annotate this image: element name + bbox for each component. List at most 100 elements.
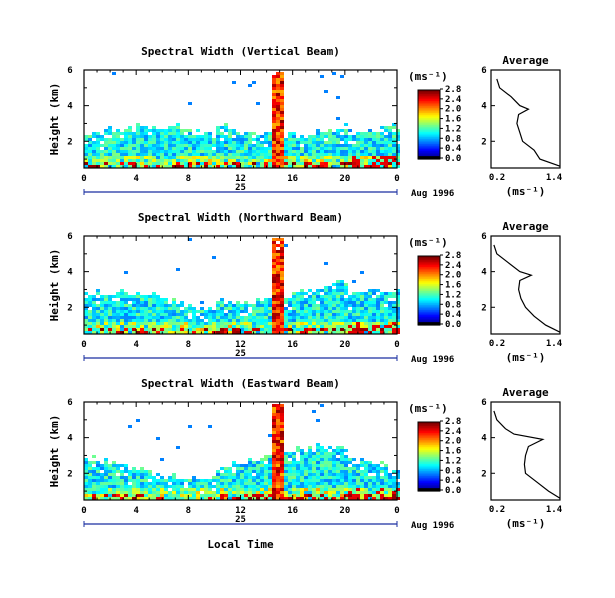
- heatmap-cell: [372, 319, 376, 322]
- heatmap-cell: [240, 485, 244, 488]
- heatmap-cell: [100, 310, 104, 313]
- heatmap-cell: [144, 135, 148, 138]
- heatmap-cell: [308, 153, 312, 156]
- heatmap-cell: [244, 138, 248, 141]
- heatmap-cell: [104, 147, 108, 150]
- heatmap-cell: [244, 147, 248, 150]
- heatmap-cell: [260, 328, 264, 331]
- heatmap-cell: [248, 488, 252, 491]
- heatmap-cell: [284, 473, 288, 476]
- heatmap-cell: [272, 416, 276, 419]
- colorbar-swatch: [418, 475, 440, 478]
- heatmap-cell: [276, 458, 280, 461]
- heatmap-cell: [92, 165, 96, 168]
- colorbar-swatch: [418, 121, 440, 124]
- heatmap-cell: [232, 322, 236, 325]
- heatmap-cell: [172, 144, 176, 147]
- heatmap-cell: [344, 162, 348, 165]
- heatmap-cell: [316, 494, 320, 497]
- heatmap-cell: [332, 162, 336, 165]
- heatmap-cell: [136, 331, 140, 334]
- heatmap-cell: [252, 313, 256, 316]
- heatmap-cell: [204, 141, 208, 144]
- heatmap-cell: [264, 298, 268, 301]
- heatmap-cell: [228, 470, 232, 473]
- heatmap-cell: [224, 156, 228, 159]
- heatmap-cell: [180, 322, 184, 325]
- heatmap-cell: [172, 165, 176, 168]
- heatmap-cell: [92, 298, 96, 301]
- heatmap-cell: [352, 488, 356, 491]
- heatmap-cell: [152, 156, 156, 159]
- heatmap-cell: [180, 132, 184, 135]
- heatmap-cell: [332, 458, 336, 461]
- heatmap-cell: [276, 99, 280, 102]
- heatmap-cell: [196, 147, 200, 150]
- heatmap-cell: [176, 307, 180, 310]
- heatmap-cell: [132, 138, 136, 141]
- heatmap-cell: [104, 138, 108, 141]
- heatmap-cell: [360, 331, 364, 334]
- heatmap-cell: [252, 156, 256, 159]
- heatmap-cell: [320, 325, 324, 328]
- heatmap-cell: [288, 461, 292, 464]
- heatmap-cell: [104, 165, 108, 168]
- heatmap-cell: [368, 479, 372, 482]
- heatmap-cell: [272, 93, 276, 96]
- heatmap-cell: [288, 485, 292, 488]
- heatmap-cell: [216, 301, 220, 304]
- heatmap-cell: [204, 135, 208, 138]
- heatmap-cell: [180, 162, 184, 165]
- heatmap-cell: [316, 443, 320, 446]
- heatmap-cell: [336, 479, 340, 482]
- colorbar-swatch: [418, 148, 440, 151]
- heatmap-cell: [324, 262, 328, 265]
- heatmap-cell: [256, 147, 260, 150]
- heatmap-cell: [168, 319, 172, 322]
- heatmap-cell: [380, 482, 384, 485]
- heatmap-cell: [340, 159, 344, 162]
- heatmap-cell: [224, 147, 228, 150]
- heatmap-cell: [308, 476, 312, 479]
- heatmap-cell: [224, 494, 228, 497]
- heatmap-cell: [252, 162, 256, 165]
- heatmap-cell: [340, 467, 344, 470]
- heatmap-cell: [112, 488, 116, 491]
- panel-3: Spectral Width (Eastward Beam)0 4 8 12 16 20 0…: [48, 377, 563, 531]
- heatmap-cell: [380, 150, 384, 153]
- heatmap-cell: [272, 419, 276, 422]
- heatmap-cell: [388, 479, 392, 482]
- heatmap-cell: [256, 325, 260, 328]
- heatmap-cell: [360, 147, 364, 150]
- heatmap-cell: [376, 165, 380, 168]
- heatmap-cell: [276, 159, 280, 162]
- heatmap-cell: [188, 482, 192, 485]
- heatmap-cell: [272, 283, 276, 286]
- heatmap-cell: [308, 162, 312, 165]
- heatmap-cell: [276, 497, 280, 500]
- heatmap-cell: [268, 310, 272, 313]
- heatmap-cell: [336, 319, 340, 322]
- heatmap-cell: [168, 313, 172, 316]
- heatmap-cell: [284, 328, 288, 331]
- heatmap-cell: [276, 250, 280, 253]
- heatmap-cell: [104, 497, 108, 500]
- heatmap-cell: [304, 482, 308, 485]
- colorbar-tick-label: 0.4: [445, 144, 462, 154]
- heatmap-cell: [396, 301, 400, 304]
- heatmap-cell: [200, 319, 204, 322]
- heatmap-cell: [272, 108, 276, 111]
- heatmap-cell: [388, 491, 392, 494]
- heatmap-cell: [144, 322, 148, 325]
- colorbar-tick-label: 0.0: [445, 320, 461, 330]
- heatmap-cell: [200, 488, 204, 491]
- heatmap-cell: [340, 150, 344, 153]
- heatmap-cell: [324, 298, 328, 301]
- heatmap-cell: [276, 301, 280, 304]
- heatmap-cell: [248, 325, 252, 328]
- heatmap-cell: [88, 159, 92, 162]
- heatmap-cell: [160, 479, 164, 482]
- heatmap-cell: [208, 310, 212, 313]
- heatmap-cell: [304, 153, 308, 156]
- heatmap-cell: [268, 491, 272, 494]
